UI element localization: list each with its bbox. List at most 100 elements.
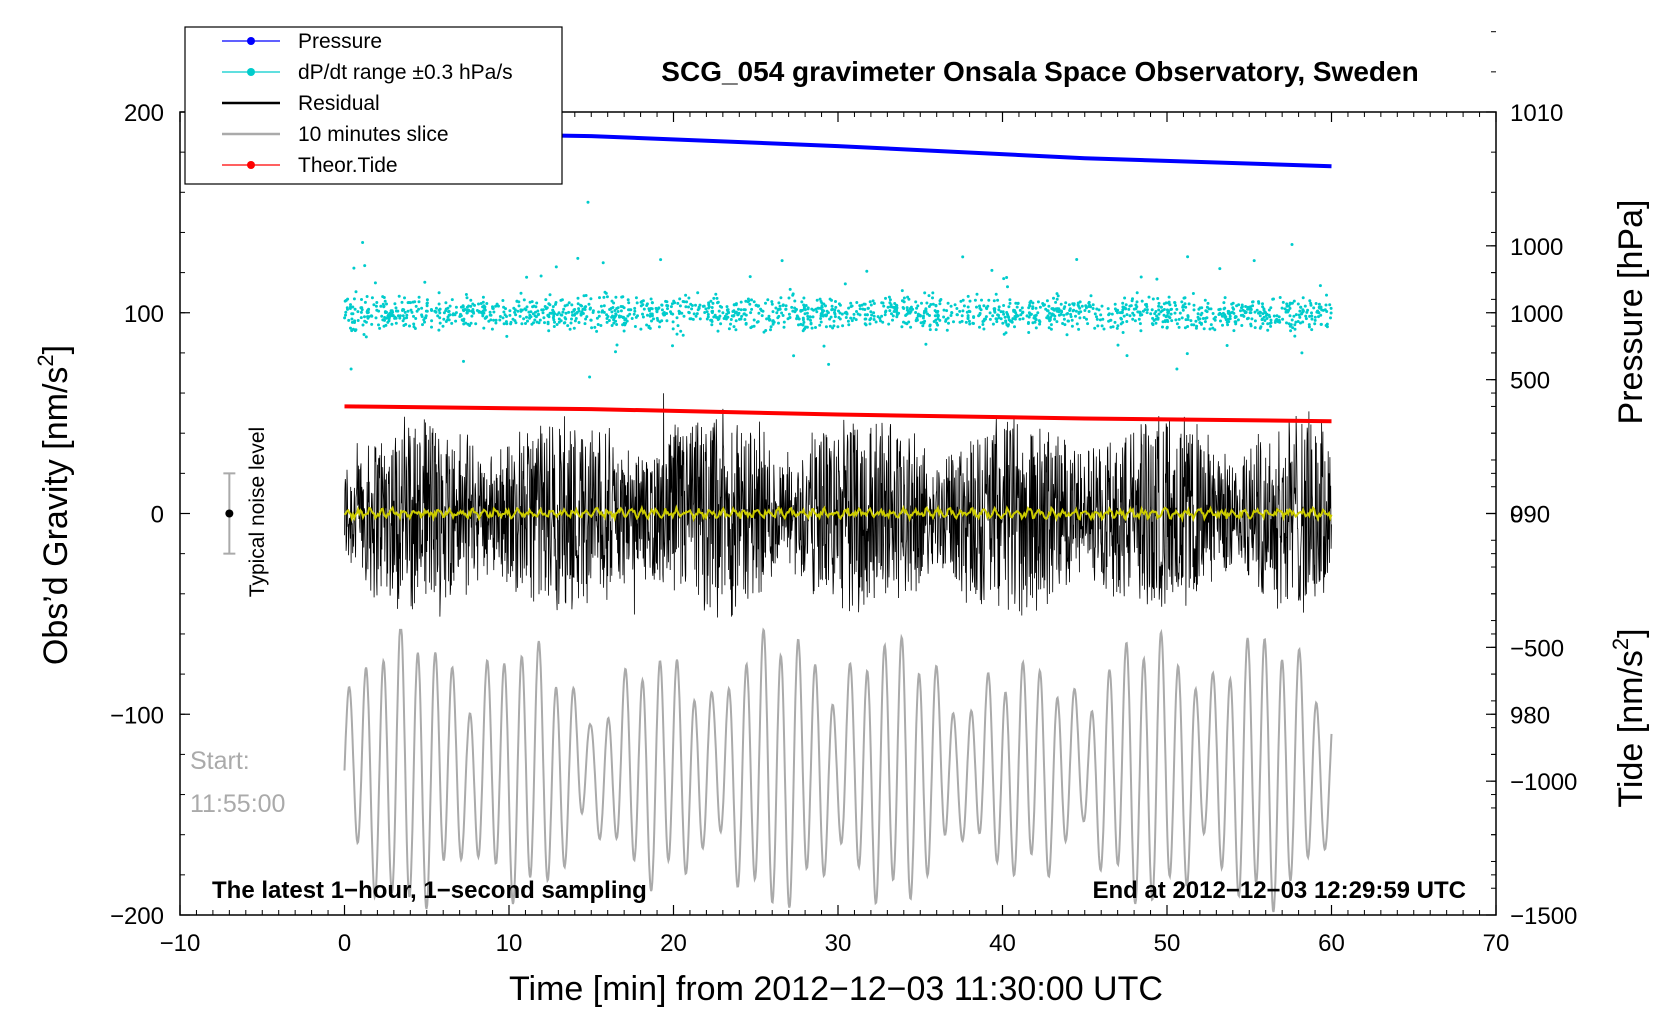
dpdt-point	[420, 306, 424, 310]
dpdt-point	[1266, 328, 1270, 332]
dpdt-point	[534, 305, 538, 309]
dpdt-point	[1055, 297, 1059, 301]
dpdt-point	[441, 324, 445, 328]
dpdt-point	[833, 308, 837, 312]
dpdt-point	[797, 323, 800, 327]
dpdt-point	[430, 319, 434, 323]
dpdt-point	[787, 296, 791, 300]
dpdt-point	[830, 304, 834, 308]
dpdt-point	[1074, 309, 1078, 313]
dpdt-point	[734, 319, 738, 323]
dpdt-point	[843, 282, 847, 286]
dpdt-point	[1310, 328, 1314, 332]
dpdt-point	[819, 306, 822, 310]
dpdt-point	[492, 318, 496, 322]
dpdt-point	[350, 317, 354, 321]
dpdt-point	[564, 311, 568, 315]
y-tick-label: 100	[124, 301, 164, 328]
dpdt-point	[972, 316, 976, 319]
dpdt-point	[566, 324, 570, 328]
dpdt-point	[726, 315, 730, 319]
dpdt-point	[351, 305, 355, 309]
dpdt-point	[1183, 296, 1187, 300]
dpdt-point	[437, 328, 441, 332]
dpdt-point	[447, 313, 451, 317]
dpdt-point	[905, 312, 909, 316]
data-layer	[343, 130, 1333, 913]
dpdt-point	[1222, 301, 1226, 305]
dpdt-point	[344, 298, 348, 302]
dpdt-point	[961, 255, 965, 259]
dpdt-point	[633, 309, 637, 313]
dpdt-point	[1125, 320, 1129, 323]
dpdt-point	[1292, 314, 1296, 318]
dpdt-point	[536, 313, 540, 317]
dpdt-point	[1307, 323, 1311, 327]
dpdt-point	[994, 317, 998, 321]
dpdt-point	[721, 311, 725, 315]
dpdt-point	[425, 309, 429, 313]
dpdt-point	[1249, 311, 1253, 315]
dpdt-point	[508, 313, 512, 317]
x-tick-label: −10	[160, 930, 201, 957]
dpdt-point	[847, 306, 851, 310]
dpdt-point	[605, 313, 609, 317]
dpdt-point	[671, 320, 675, 324]
dpdt-point	[1232, 311, 1236, 315]
legend-label: Residual	[298, 92, 380, 115]
dpdt-point	[984, 317, 987, 321]
dpdt-point	[1317, 315, 1320, 319]
dpdt-point	[610, 299, 614, 303]
dpdt-point	[814, 326, 817, 329]
dpdt-point	[955, 307, 959, 310]
dpdt-point	[676, 301, 680, 305]
x-tick-label: 70	[1483, 930, 1510, 957]
dpdt-point	[612, 318, 616, 322]
dpdt-point	[374, 316, 378, 320]
dpdt-point	[684, 293, 688, 297]
dpdt-point	[514, 313, 518, 317]
dpdt-point	[477, 302, 480, 306]
dpdt-point	[822, 344, 826, 348]
dpdt-point	[552, 325, 556, 328]
dpdt-point	[834, 300, 837, 303]
dpdt-point	[993, 310, 997, 314]
dpdt-point	[777, 301, 781, 305]
dpdt-point	[363, 300, 367, 304]
dpdt-point	[1328, 303, 1332, 307]
dpdt-point	[1002, 312, 1006, 316]
dpdt-point	[1161, 320, 1165, 324]
dpdt-point	[1065, 333, 1069, 337]
dpdt-point	[800, 300, 804, 304]
dpdt-point	[1001, 321, 1005, 325]
dpdt-point	[454, 319, 458, 323]
dpdt-point	[934, 318, 938, 322]
dpdt-point	[610, 315, 614, 319]
dpdt-point	[818, 297, 822, 301]
dpdt-point	[765, 317, 769, 321]
dpdt-point	[1187, 302, 1191, 306]
dpdt-point	[1122, 305, 1126, 309]
dpdt-point	[1096, 324, 1100, 328]
dpdt-point	[1304, 317, 1308, 321]
dpdt-point	[831, 307, 834, 311]
dpdt-point	[696, 308, 700, 312]
dpdt-point	[398, 316, 402, 320]
dpdt-point	[782, 320, 786, 324]
dpdt-point	[1224, 318, 1228, 322]
dpdt-point	[402, 317, 406, 320]
y-axis-title-left: Obs’d Gravity [nm/s2]	[33, 345, 75, 665]
dpdt-point	[561, 310, 565, 314]
dpdt-point	[1091, 303, 1095, 307]
dpdt-point	[1240, 306, 1243, 310]
dpdt-point	[1139, 329, 1143, 333]
dpdt-point	[1329, 311, 1333, 315]
dpdt-point	[902, 296, 906, 300]
dpdt-point	[1169, 308, 1173, 311]
dpdt-point	[1078, 316, 1082, 320]
dpdt-point	[423, 280, 427, 284]
dpdt-point	[1203, 320, 1207, 324]
dpdt-point	[750, 298, 753, 302]
dpdt-point	[1064, 301, 1068, 305]
dpdt-point	[484, 316, 488, 320]
